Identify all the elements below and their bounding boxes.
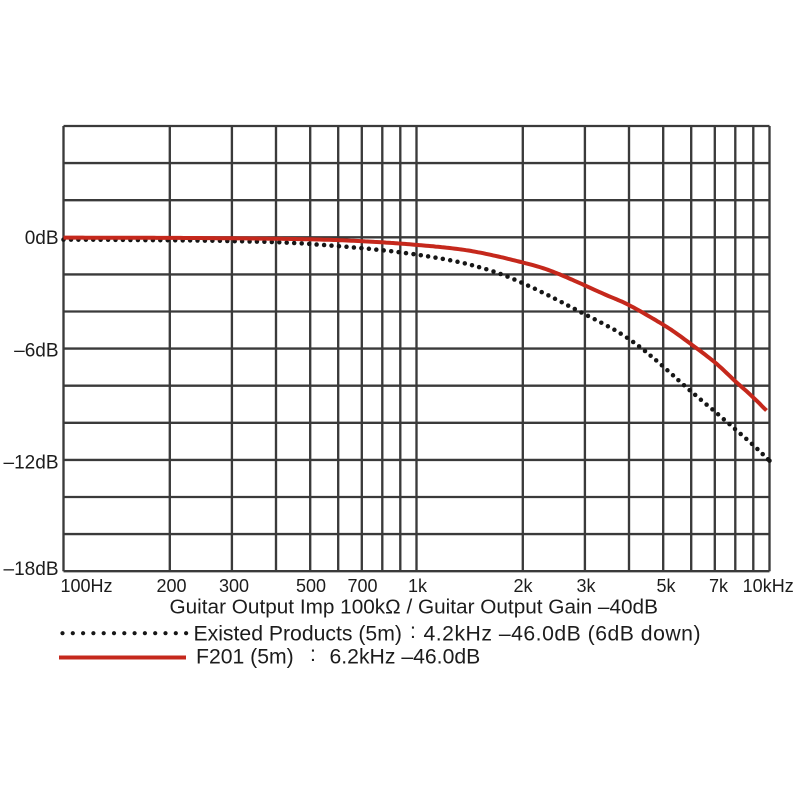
svg-text:5k: 5k [656, 576, 676, 596]
svg-text:300: 300 [219, 576, 249, 596]
svg-text:–18dB: –18dB [4, 559, 59, 580]
svg-text:500: 500 [296, 576, 326, 596]
svg-text:2k: 2k [513, 576, 533, 596]
svg-text:6.2kHz –46.0dB: 6.2kHz –46.0dB [330, 645, 481, 668]
svg-text:200: 200 [156, 576, 186, 596]
svg-text:1k: 1k [408, 576, 428, 596]
svg-text:F201 (5m): F201 (5m) [196, 645, 294, 668]
svg-text:4.2kHz –46.0dB (6dB down): 4.2kHz –46.0dB (6dB down) [424, 623, 702, 646]
svg-text:700: 700 [347, 576, 377, 596]
svg-text:0dB: 0dB [25, 228, 59, 249]
svg-text:–12dB: –12dB [4, 452, 59, 473]
svg-text:Existed Products (5m): Existed Products (5m) [194, 623, 402, 646]
svg-text::: : [410, 620, 416, 643]
svg-text:100Hz: 100Hz [61, 576, 113, 596]
svg-text:–6dB: –6dB [14, 341, 58, 362]
svg-text::: : [310, 643, 316, 666]
svg-text:3k: 3k [576, 576, 596, 596]
svg-text:7k: 7k [709, 576, 729, 596]
svg-text:10kHz: 10kHz [743, 576, 794, 596]
svg-text:Guitar Output Imp 100kΩ / Guit: Guitar Output Imp 100kΩ / Guitar Output … [170, 595, 658, 618]
